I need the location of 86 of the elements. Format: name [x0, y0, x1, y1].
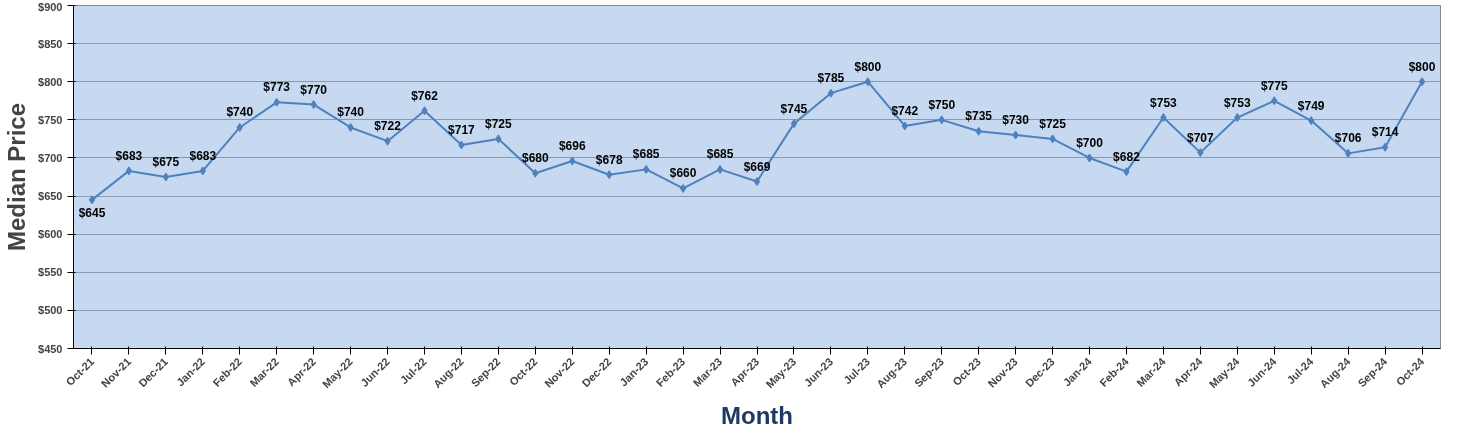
- data-label: $706: [1334, 131, 1362, 146]
- point: [199, 166, 206, 176]
- point: [753, 177, 761, 187]
- data-label: $753: [1223, 95, 1251, 110]
- data-label: $753: [1150, 95, 1178, 110]
- point: [458, 140, 465, 150]
- data-label: $749: [1297, 98, 1325, 113]
- point: [1086, 153, 1093, 163]
- point: [1197, 148, 1204, 158]
- y-tick-label: $900: [38, 0, 63, 13]
- point: [1012, 130, 1019, 140]
- point: [88, 195, 96, 205]
- x-axis-title: Month: [721, 402, 793, 430]
- point: [716, 164, 724, 174]
- point: [1308, 116, 1315, 126]
- point: [901, 121, 908, 131]
- data-label: $725: [485, 116, 513, 131]
- point: [1271, 96, 1278, 106]
- data-label: $645: [78, 205, 106, 220]
- data-label: $750: [928, 97, 956, 112]
- data-label: $730: [1002, 113, 1030, 128]
- point: [125, 166, 133, 176]
- data-label: $669: [743, 159, 771, 174]
- data-label: $773: [263, 80, 291, 95]
- point: [606, 170, 613, 180]
- data-label: $696: [558, 138, 586, 153]
- point: [273, 97, 280, 107]
- data-label: $800: [1408, 59, 1436, 74]
- data-label: $742: [891, 103, 919, 118]
- data-label: $714: [1371, 125, 1399, 140]
- point: [384, 136, 391, 146]
- data-label: $683: [115, 148, 143, 163]
- point: [1123, 167, 1130, 177]
- point: [1049, 134, 1056, 144]
- data-label: $800: [854, 59, 882, 74]
- point: [827, 88, 835, 98]
- data-label: $722: [374, 119, 402, 134]
- point: [864, 77, 871, 87]
- point: [569, 156, 576, 166]
- point: [1381, 142, 1389, 152]
- data-label: $682: [1113, 149, 1141, 164]
- y-axis-title: Median Price: [3, 102, 31, 252]
- y-tick-label: $800: [38, 75, 63, 88]
- data-label: $745: [780, 101, 808, 116]
- data-label: $683: [189, 148, 217, 163]
- data-label: $725: [1039, 116, 1067, 131]
- point: [532, 168, 539, 178]
- data-label: $700: [1076, 135, 1104, 150]
- point: [1418, 77, 1426, 87]
- point: [1160, 113, 1167, 123]
- y-tick-label: $600: [38, 228, 63, 241]
- data-label: $717: [448, 122, 476, 137]
- point: [1344, 148, 1352, 158]
- data-label: $685: [706, 147, 734, 162]
- point: [790, 119, 798, 129]
- y-tick-label: $650: [38, 190, 63, 203]
- data-label: $785: [817, 71, 845, 86]
- y-tick-label: $550: [38, 266, 63, 279]
- point: [975, 126, 982, 136]
- data-label: $735: [965, 109, 993, 124]
- point: [236, 122, 243, 132]
- data-label: $762: [411, 88, 439, 103]
- data-label: $707: [1187, 130, 1215, 145]
- data-label: $675: [152, 155, 180, 169]
- point: [938, 115, 945, 125]
- data-label: $680: [521, 151, 549, 166]
- y-tick-label: $450: [38, 342, 63, 355]
- y-tick-label: $700: [38, 151, 63, 164]
- data-label: $740: [337, 105, 365, 120]
- point: [679, 183, 687, 193]
- point: [495, 134, 502, 144]
- data-label: $678: [595, 152, 623, 167]
- data-label: $775: [1260, 78, 1288, 93]
- y-tick-label: $850: [38, 37, 63, 50]
- data-label: $740: [226, 105, 254, 120]
- data-label: $770: [300, 82, 328, 97]
- data-label: $660: [669, 166, 697, 181]
- point: [1234, 113, 1241, 123]
- y-tick-label: $500: [38, 304, 63, 317]
- y-tick-label: $750: [38, 113, 63, 126]
- point: [310, 100, 317, 110]
- point: [162, 172, 170, 182]
- point: [421, 106, 428, 116]
- point: [347, 122, 354, 132]
- data-label: $685: [632, 147, 660, 162]
- point: [643, 164, 650, 174]
